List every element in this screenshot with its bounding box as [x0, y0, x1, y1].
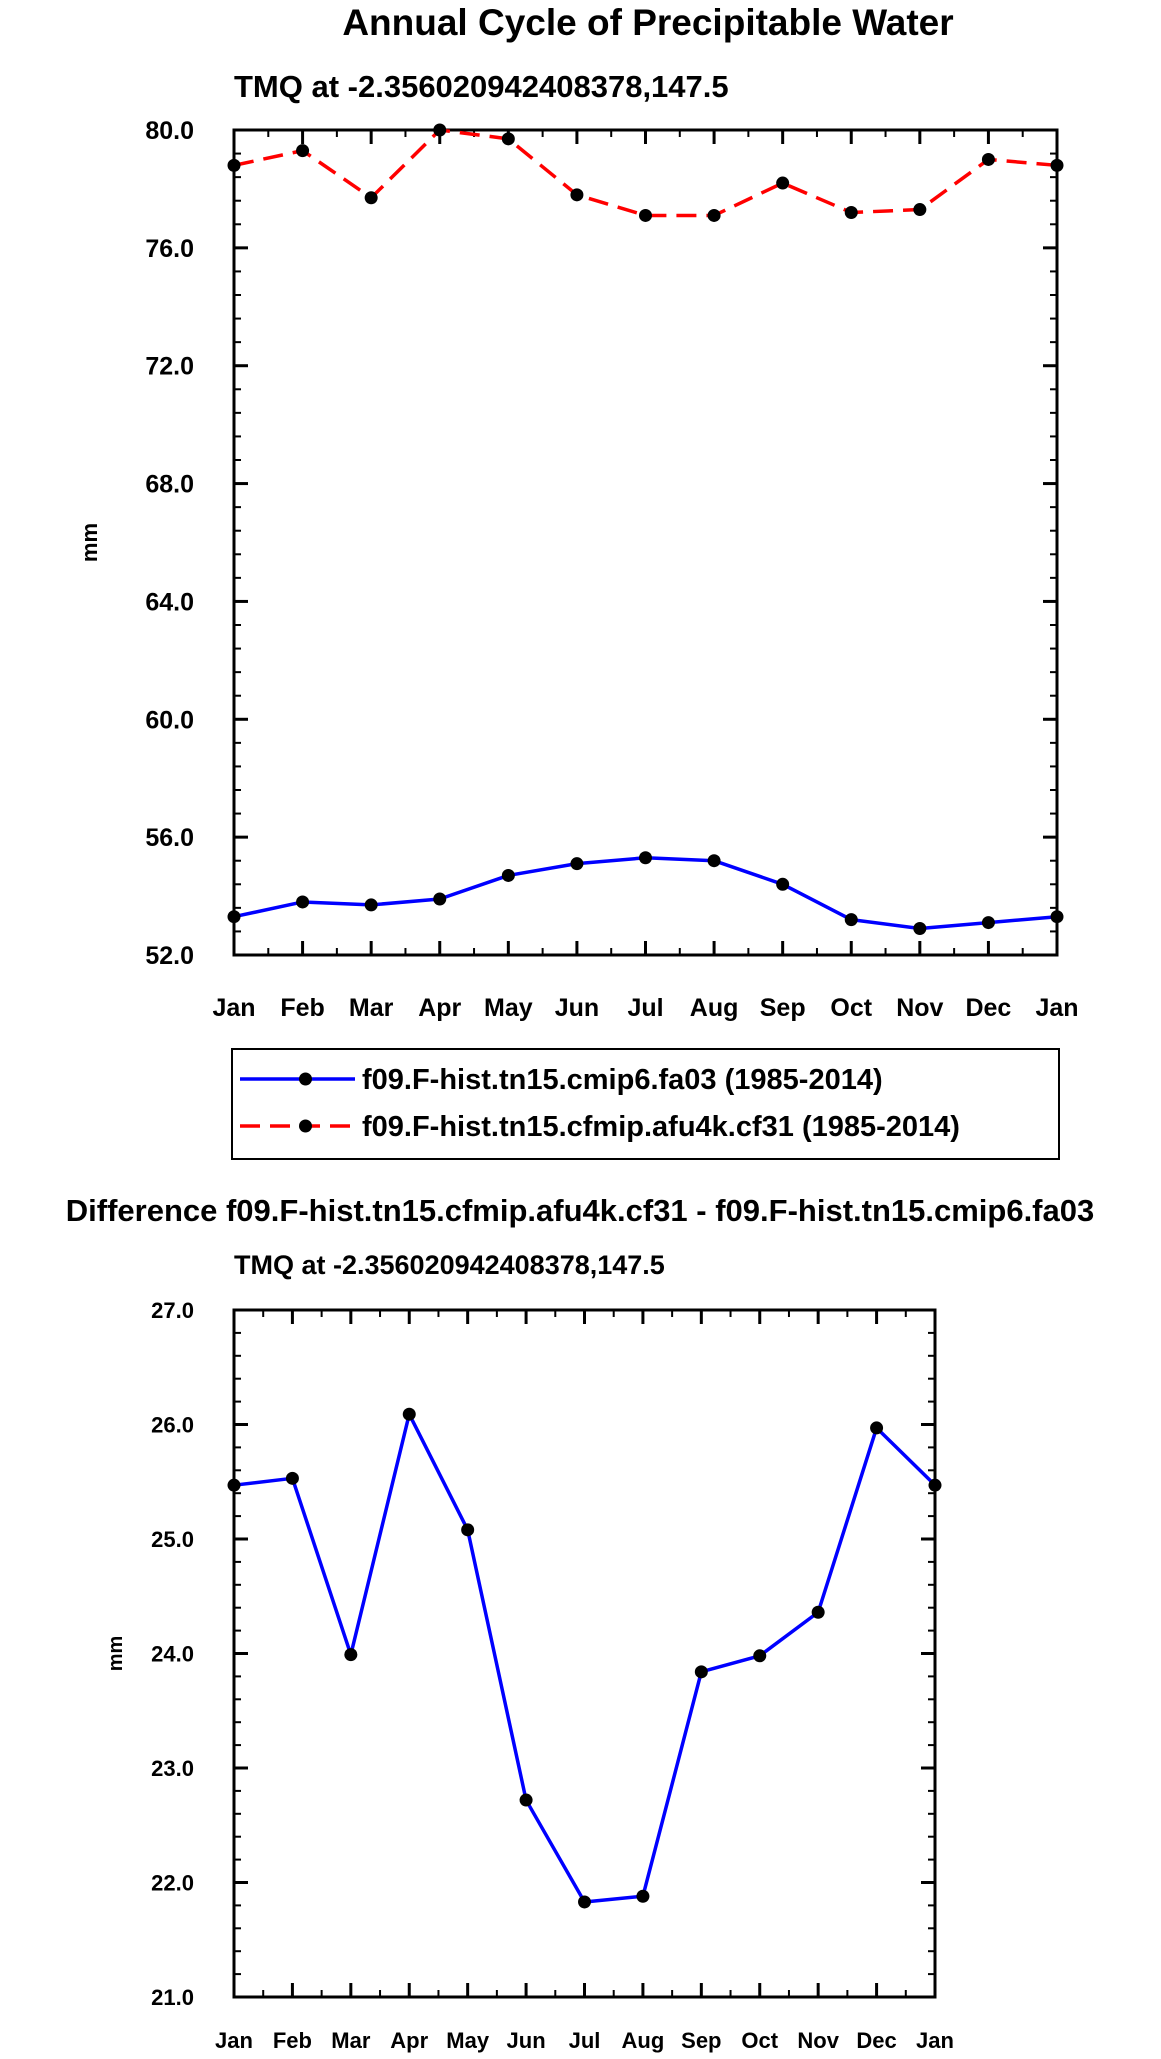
data-point	[928, 1478, 942, 1492]
y-tick-label: 23.0	[151, 1756, 194, 1781]
data-point	[227, 158, 241, 172]
data-point	[296, 895, 310, 909]
x-tick-label: Sep	[760, 994, 806, 1022]
data-point	[913, 921, 927, 935]
data-point	[636, 1889, 650, 1903]
legend-label: f09.F-hist.tn15.cfmip.afu4k.cf31 (1985-2…	[362, 1111, 960, 1143]
y-tick-label: 24.0	[151, 1641, 194, 1666]
data-point	[570, 857, 584, 871]
data-point	[433, 123, 447, 137]
y-tick-label: 27.0	[151, 1298, 194, 1323]
x-tick-label: Oct	[830, 994, 872, 1022]
series-line-1	[233, 856, 1058, 931]
plot-frame	[232, 1308, 937, 1999]
data-point	[402, 1407, 416, 1421]
data-point	[570, 188, 584, 202]
x-tick-label: Aug	[622, 2028, 665, 2053]
x-tick-label: Apr	[418, 994, 461, 1022]
x-tick-label: Jan	[212, 994, 255, 1022]
x-tick-label: Dec	[856, 2028, 896, 2053]
data-point	[227, 1478, 241, 1492]
data-point	[1050, 158, 1064, 172]
x-tick-label: Aug	[690, 994, 739, 1022]
data-point	[519, 1793, 533, 1807]
data-point	[344, 1648, 358, 1662]
x-tick-label: Feb	[280, 994, 324, 1022]
data-point	[753, 1649, 767, 1663]
x-tick-label: Apr	[390, 2028, 428, 2053]
data-point	[285, 1471, 299, 1485]
x-tick-label: Sep	[681, 2028, 721, 2053]
x-tick-label: Jun	[507, 2028, 546, 2053]
y-tick-label: 22.0	[151, 1870, 194, 1895]
x-tick-label: Jan	[916, 2028, 954, 2053]
y-tick-label: 26.0	[151, 1412, 194, 1437]
data-point	[639, 851, 652, 865]
y-tick-label: 56.0	[145, 824, 194, 852]
series-line-1	[233, 1412, 937, 1904]
y-tick-label: 80.0	[145, 117, 194, 145]
y-tick-label: 21.0	[151, 1985, 194, 2010]
data-point	[501, 132, 515, 146]
y-tick-label: 72.0	[145, 353, 194, 381]
chart-1: Annual Cycle of Precipitable Water TMQ at…	[77, 2, 1079, 1160]
chart-2: Difference f09.F-hist.tn15.cfmip.afu4k.c…	[66, 1193, 1094, 2053]
data-point	[1050, 910, 1064, 924]
data-point	[364, 191, 378, 205]
data-point	[844, 913, 858, 927]
data-point	[227, 910, 241, 924]
data-point	[501, 868, 515, 882]
data-point	[364, 898, 378, 912]
x-tick-label: Jul	[569, 2028, 601, 2053]
legend-label: f09.F-hist.tn15.cmip6.fa03 (1985-2014)	[362, 1064, 883, 1096]
data-point	[981, 916, 995, 930]
data-point	[913, 203, 927, 217]
x-tick-label: May	[446, 2028, 490, 2053]
y-tick-label: 52.0	[145, 942, 194, 970]
data-point	[776, 877, 790, 891]
x-tick-label: Nov	[896, 994, 943, 1022]
data-point	[707, 854, 721, 868]
legend-box	[231, 1048, 1060, 1160]
plot-frame	[232, 128, 1059, 957]
data-point	[461, 1523, 475, 1537]
y-tick-label: 64.0	[145, 588, 194, 616]
chart-title: Difference f09.F-hist.tn15.cfmip.afu4k.c…	[66, 1193, 1094, 1228]
data-point	[776, 176, 790, 190]
x-tick-label: Jul	[627, 994, 663, 1022]
data-point	[433, 892, 447, 906]
legend: f09.F-hist.tn15.cmip6.fa03 (1985-2014) f0…	[231, 1048, 1060, 1160]
x-tick-label: Nov	[797, 2028, 839, 2053]
y-tick-label: 25.0	[151, 1527, 194, 1552]
x-tick-label: Dec	[965, 994, 1011, 1022]
x-tick-label: May	[484, 994, 533, 1022]
data-point	[639, 208, 652, 222]
y-axis-label: mm	[77, 523, 102, 562]
data-point	[296, 144, 310, 158]
chart-title: Annual Cycle of Precipitable Water	[342, 2, 953, 43]
y-tick-label: 68.0	[145, 471, 194, 499]
data-point	[870, 1421, 884, 1435]
x-tick-label: Mar	[349, 994, 394, 1022]
chart-subtitle: TMQ at -2.356020942408378,147.5	[234, 1250, 665, 1280]
x-tick-label: Feb	[273, 2028, 312, 2053]
y-tick-label: 60.0	[145, 706, 194, 734]
legend-marker	[299, 1072, 312, 1086]
data-point	[811, 1605, 825, 1619]
x-tick-label: Jan	[215, 2028, 253, 2053]
x-tick-label: Jan	[1035, 994, 1078, 1022]
data-point	[981, 152, 995, 166]
legend-marker	[299, 1119, 312, 1133]
data-point	[578, 1895, 591, 1909]
x-tick-label: Mar	[331, 2028, 371, 2053]
chart-subtitle: TMQ at -2.356020942408378,147.5	[234, 69, 729, 104]
y-axis-label: mm	[105, 1636, 127, 1672]
x-tick-label: Oct	[741, 2028, 778, 2053]
data-point	[707, 208, 721, 222]
y-tick-label: 76.0	[145, 235, 194, 263]
data-point	[844, 206, 858, 219]
x-tick-label: Jun	[555, 994, 599, 1022]
data-point	[694, 1665, 708, 1679]
